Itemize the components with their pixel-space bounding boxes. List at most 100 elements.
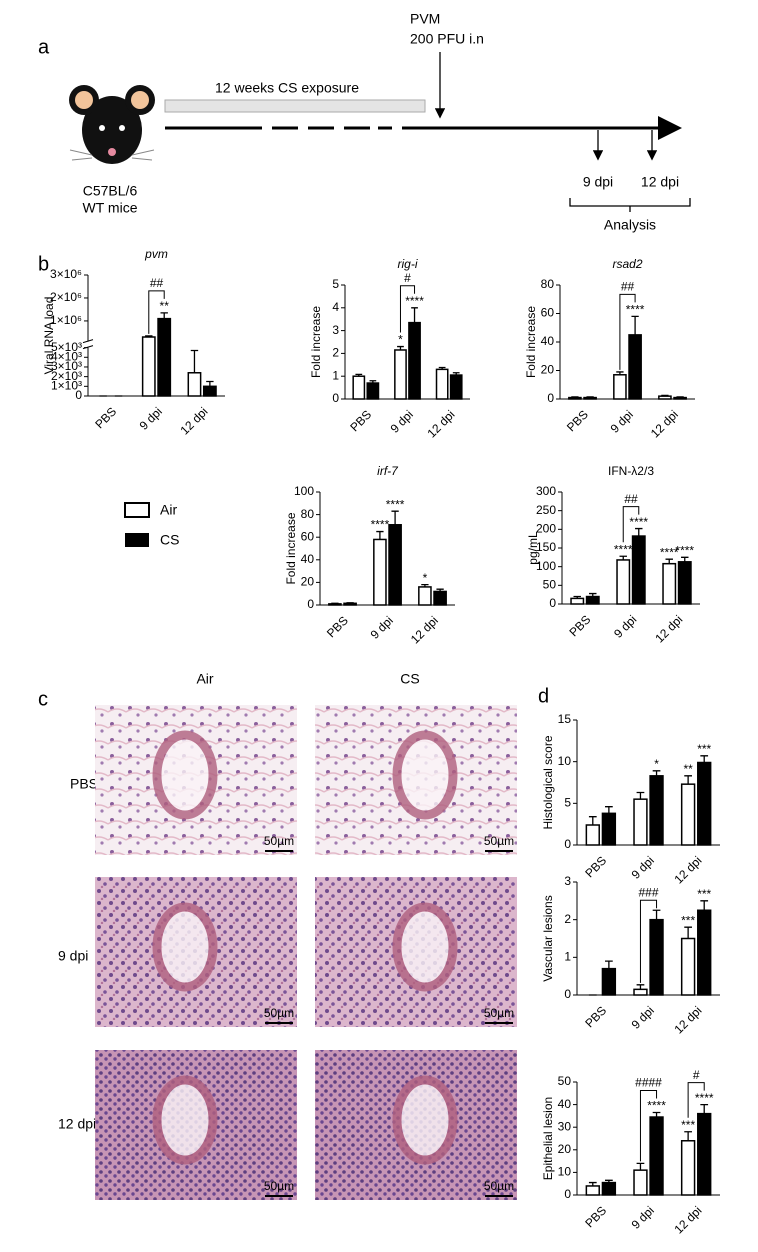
y-tick-label: 30 — [558, 1119, 572, 1133]
error-bar — [452, 372, 460, 376]
bar — [633, 988, 648, 996]
airway — [152, 902, 218, 992]
error-bar — [571, 396, 579, 398]
row-label: 9 dpi — [58, 948, 88, 964]
bar — [352, 375, 366, 400]
error-bar — [652, 909, 661, 920]
bracket — [399, 285, 416, 333]
y-tick-label: 0 — [564, 987, 571, 1001]
significance: **** — [695, 1091, 714, 1105]
x-tick-label: 9 dpi — [137, 404, 165, 432]
significance: *** — [681, 913, 695, 927]
bar — [373, 538, 387, 606]
significance: *** — [697, 742, 711, 756]
bracket-label: ## — [621, 280, 635, 294]
error-bar — [206, 380, 214, 387]
error-bar — [331, 602, 339, 604]
error-bar — [605, 1179, 613, 1183]
bar — [628, 334, 642, 400]
y-tick-label: 150 — [536, 540, 556, 554]
bar — [202, 385, 217, 397]
bar — [187, 372, 202, 397]
y-tick-label: 2 — [332, 346, 339, 360]
y-tick-label: 1×10³ — [51, 378, 82, 392]
bar — [697, 909, 712, 996]
y-tick-label: 2×10⁶ — [50, 290, 82, 304]
error-bar — [700, 900, 709, 911]
error-bar — [631, 315, 639, 335]
chart-title: IFN-λ2/3 — [608, 464, 654, 478]
x-tick-label: 12 dpi — [652, 612, 685, 645]
airway — [392, 902, 458, 992]
bar — [418, 586, 432, 606]
bracket — [622, 506, 640, 543]
x-tick-label: 9 dpi — [629, 1003, 657, 1031]
scale-bar-label: 50µm — [264, 1006, 294, 1020]
error-bar — [573, 595, 581, 599]
error-bar — [652, 1111, 661, 1118]
x-tick-label: 12 dpi — [425, 407, 458, 440]
y-tick-label: 3 — [332, 323, 339, 337]
y-tick-label: 50 — [543, 578, 557, 592]
error-bar — [588, 1181, 597, 1186]
x-tick-label: PBS — [347, 407, 374, 434]
error-bar — [661, 394, 669, 397]
error-bar — [436, 588, 444, 592]
bar — [568, 396, 582, 400]
y-tick-label: 300 — [536, 484, 556, 498]
significance: * — [654, 757, 659, 771]
error-bar — [346, 602, 354, 604]
bracket-label: # — [404, 271, 411, 285]
y-axis-label: Fold increase — [524, 306, 538, 378]
x-tick-label: 12 dpi — [178, 404, 211, 437]
error-bar — [636, 984, 645, 990]
x-tick-label: PBS — [324, 613, 351, 640]
bar — [570, 597, 585, 605]
y-tick-label: 20 — [558, 1142, 572, 1156]
panel-label: a — [38, 36, 50, 58]
error-bar — [636, 1162, 645, 1171]
arrows — [434, 52, 691, 212]
bracket-label: ## — [150, 276, 164, 290]
significance: *** — [681, 1118, 695, 1132]
error-bar — [605, 960, 613, 969]
bar — [141, 336, 156, 397]
error-bar — [411, 307, 418, 323]
strain: C57BL/6 — [83, 183, 138, 199]
y-tick-label: 5 — [332, 277, 339, 291]
y-tick-label: 5 — [564, 796, 571, 810]
significance: * — [423, 571, 428, 585]
panel-label: b — [38, 253, 49, 275]
y-tick-label: 5×10³ — [51, 340, 82, 354]
scale-bar-label: 50µm — [484, 834, 514, 848]
significance: ** — [160, 299, 170, 313]
significance: **** — [647, 1099, 666, 1113]
scale-bar-label: 50µm — [484, 1006, 514, 1020]
bar — [662, 562, 677, 605]
x-tick-label: 12 dpi — [648, 407, 681, 440]
bar — [601, 812, 617, 846]
error-bar — [355, 373, 363, 377]
bar — [680, 1140, 696, 1196]
error-bar — [684, 775, 692, 785]
x-tick-label: 12 dpi — [408, 613, 441, 646]
error-bar — [681, 556, 689, 562]
y-tick-label: 200 — [536, 522, 556, 536]
error-bar — [376, 530, 384, 540]
significance: **** — [614, 542, 633, 556]
x-tick-label: 12 dpi — [672, 1003, 705, 1036]
y-tick-label: 0 — [564, 1187, 571, 1201]
bar — [658, 395, 672, 400]
scale-bar-label: 50µm — [484, 1179, 514, 1193]
error-bar — [397, 345, 404, 350]
y-tick-label: 2×10³ — [51, 369, 82, 383]
error-bar — [684, 926, 692, 939]
error-bar — [190, 349, 199, 373]
error-bar — [684, 1131, 692, 1141]
bar — [601, 967, 617, 996]
y-tick-label: 40 — [541, 334, 555, 348]
y-tick-label: 10 — [558, 754, 572, 768]
error-bar — [635, 527, 643, 537]
x-tick-label: 9 dpi — [611, 612, 639, 640]
